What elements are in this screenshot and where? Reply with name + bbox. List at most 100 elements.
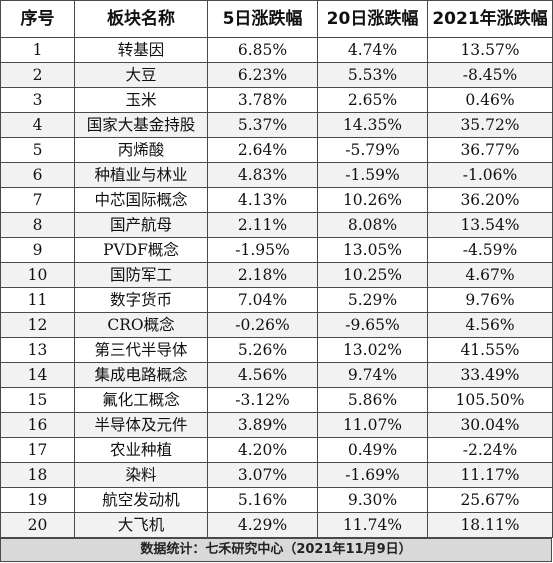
table-row: 4 国家大基金持股 5.37% 14.35% 35.72% [0,112,553,138]
header-index: 序号 [0,0,75,38]
table-row: 1 转基因 6.85% 4.74% 13.57% [0,37,553,63]
cell-5day-change: 4.20% [207,437,318,463]
table-row: 8 国产航母 2.11% 8.08% 13.54% [0,212,553,238]
cell-2021-change: 33.49% [427,362,553,388]
cell-sector-name: 种植业与林业 [74,162,208,188]
cell-sector-name: 数字货币 [74,287,208,313]
header-20day-change: 20日涨跌幅 [317,0,428,38]
header-2021-change: 2021年涨跌幅 [427,0,553,38]
cell-20day-change: 5.29% [317,287,428,313]
cell-20day-change: 10.26% [317,187,428,213]
cell-5day-change: 7.04% [207,287,318,313]
header-sector-name: 板块名称 [74,0,208,38]
cell-5day-change: 4.56% [207,362,318,388]
table-row: 6 种植业与林业 4.83% -1.59% -1.06% [0,162,553,188]
cell-5day-change: 4.29% [207,512,318,538]
cell-index: 13 [0,337,75,363]
cell-2021-change: 35.72% [427,112,553,138]
cell-index: 1 [0,37,75,63]
cell-sector-name: 丙烯酸 [74,137,208,163]
cell-20day-change: -9.65% [317,312,428,338]
cell-index: 4 [0,112,75,138]
cell-2021-change: 30.04% [427,412,553,438]
cell-5day-change: 2.64% [207,137,318,163]
cell-20day-change: -1.59% [317,162,428,188]
cell-sector-name: 半导体及元件 [74,412,208,438]
table-row: 14 集成电路概念 4.56% 9.74% 33.49% [0,362,553,388]
cell-sector-name: 航空发动机 [74,487,208,513]
cell-2021-change: 36.77% [427,137,553,163]
cell-index: 16 [0,412,75,438]
cell-5day-change: 2.11% [207,212,318,238]
cell-5day-change: 3.07% [207,462,318,488]
cell-20day-change: 0.49% [317,437,428,463]
cell-sector-name: CRO概念 [74,312,208,338]
table-row: 3 玉米 3.78% 2.65% 0.46% [0,87,553,113]
cell-20day-change: 5.53% [317,62,428,88]
cell-2021-change: 18.11% [427,512,553,538]
cell-index: 10 [0,262,75,288]
cell-sector-name: PVDF概念 [74,237,208,263]
cell-index: 18 [0,462,75,488]
cell-sector-name: 集成电路概念 [74,362,208,388]
table-row: 16 半导体及元件 3.89% 11.07% 30.04% [0,412,553,438]
table-row: 15 氟化工概念 -3.12% 5.86% 105.50% [0,387,553,413]
cell-index: 8 [0,212,75,238]
table-row: 7 中芯国际概念 4.13% 10.26% 36.20% [0,187,553,213]
cell-5day-change: 3.89% [207,412,318,438]
cell-sector-name: 农业种植 [74,437,208,463]
cell-5day-change: 6.85% [207,37,318,63]
cell-20day-change: 9.74% [317,362,428,388]
cell-index: 9 [0,237,75,263]
cell-sector-name: 国产航母 [74,212,208,238]
cell-sector-name: 大豆 [74,62,208,88]
cell-5day-change: 6.23% [207,62,318,88]
cell-5day-change: -1.95% [207,237,318,263]
header-5day-change: 5日涨跌幅 [207,0,318,38]
cell-20day-change: -5.79% [317,137,428,163]
cell-5day-change: 5.16% [207,487,318,513]
cell-index: 5 [0,137,75,163]
cell-index: 3 [0,87,75,113]
cell-20day-change: 9.30% [317,487,428,513]
cell-sector-name: 国家大基金持股 [74,112,208,138]
table-row: 10 国防军工 2.18% 10.25% 4.67% [0,262,553,288]
cell-20day-change: 14.35% [317,112,428,138]
cell-sector-name: 转基因 [74,37,208,63]
cell-2021-change: 13.54% [427,212,553,238]
cell-2021-change: -1.06% [427,162,553,188]
cell-5day-change: 5.37% [207,112,318,138]
cell-5day-change: 5.26% [207,337,318,363]
cell-20day-change: 11.07% [317,412,428,438]
cell-2021-change: 41.55% [427,337,553,363]
cell-index: 19 [0,487,75,513]
cell-index: 14 [0,362,75,388]
cell-sector-name: 玉米 [74,87,208,113]
cell-index: 17 [0,437,75,463]
cell-index: 6 [0,162,75,188]
cell-2021-change: 4.67% [427,262,553,288]
cell-index: 12 [0,312,75,338]
table-row: 19 航空发动机 5.16% 9.30% 25.67% [0,487,553,513]
cell-index: 2 [0,62,75,88]
table-row: 20 大飞机 4.29% 11.74% 18.11% [0,512,553,538]
cell-sector-name: 氟化工概念 [74,387,208,413]
cell-sector-name: 国防军工 [74,262,208,288]
table-row: 12 CRO概念 -0.26% -9.65% 4.56% [0,312,553,338]
cell-2021-change: 11.17% [427,462,553,488]
cell-5day-change: 4.83% [207,162,318,188]
cell-20day-change: 5.86% [317,387,428,413]
cell-2021-change: 105.50% [427,387,553,413]
cell-20day-change: 11.74% [317,512,428,538]
cell-20day-change: -1.69% [317,462,428,488]
cell-20day-change: 2.65% [317,87,428,113]
cell-2021-change: -8.45% [427,62,553,88]
table-row: 9 PVDF概念 -1.95% 13.05% -4.59% [0,237,553,263]
table-row: 13 第三代半导体 5.26% 13.02% 41.55% [0,337,553,363]
table-row: 18 染料 3.07% -1.69% 11.17% [0,462,553,488]
cell-index: 11 [0,287,75,313]
table-row: 11 数字货币 7.04% 5.29% 9.76% [0,287,553,313]
cell-20day-change: 10.25% [317,262,428,288]
cell-5day-change: -0.26% [207,312,318,338]
cell-sector-name: 第三代半导体 [74,337,208,363]
